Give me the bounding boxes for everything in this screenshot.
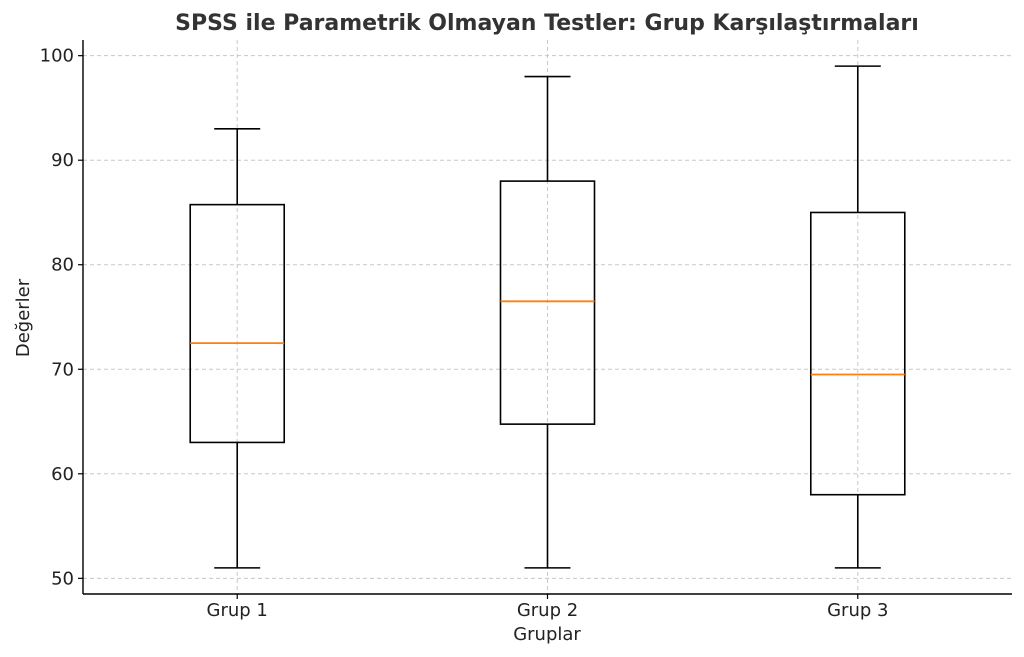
box-iqr bbox=[189, 203, 286, 444]
box-iqr bbox=[499, 180, 596, 425]
x-axis-label: Gruplar bbox=[513, 624, 581, 645]
box-iqr bbox=[809, 211, 906, 496]
y-tick-label: 70 bbox=[51, 359, 74, 380]
y-tick-label: 60 bbox=[51, 464, 74, 485]
x-tick-label: Grup 3 bbox=[827, 600, 888, 621]
y-tick-label: 50 bbox=[51, 568, 74, 589]
boxes bbox=[189, 65, 906, 569]
y-tick-label: 90 bbox=[51, 150, 74, 171]
y-tick-label: 100 bbox=[40, 46, 74, 67]
chart-title: SPSS ile Parametrik Olmayan Testler: Gru… bbox=[175, 11, 919, 36]
axes: 50 60 70 80 90 100 Grup 1 Grup 2 Grup 3 bbox=[40, 40, 1012, 621]
x-tick-label: Grup 2 bbox=[517, 600, 578, 621]
y-tick-label: 80 bbox=[51, 255, 74, 276]
x-tick-label: Grup 1 bbox=[207, 600, 268, 621]
y-axis-label: Değerler bbox=[13, 278, 34, 357]
